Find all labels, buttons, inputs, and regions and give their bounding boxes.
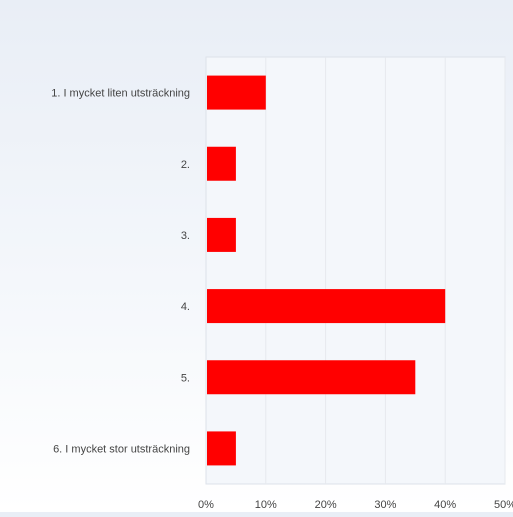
x-tick-label: 20%	[315, 499, 337, 511]
category-label: 6. I mycket stor utsträckning	[53, 443, 190, 455]
bar	[207, 75, 266, 110]
category-label: 5.	[181, 372, 190, 384]
x-tick-label: 0%	[198, 499, 214, 511]
category-label: 3.	[181, 230, 190, 242]
bar	[207, 360, 416, 395]
x-tick-label: 50%	[494, 499, 513, 511]
bar	[207, 289, 446, 324]
category-label: 1. I mycket liten utsträckning	[51, 88, 190, 100]
bar	[207, 146, 236, 181]
x-tick-label: 40%	[434, 499, 456, 511]
bar	[207, 431, 236, 466]
category-label: 2.	[181, 159, 190, 171]
bar	[207, 217, 236, 252]
plot-area	[205, 56, 506, 485]
category-label: 4.	[181, 301, 190, 313]
x-tick-label: 10%	[255, 499, 277, 511]
x-tick-label: 30%	[374, 499, 396, 511]
